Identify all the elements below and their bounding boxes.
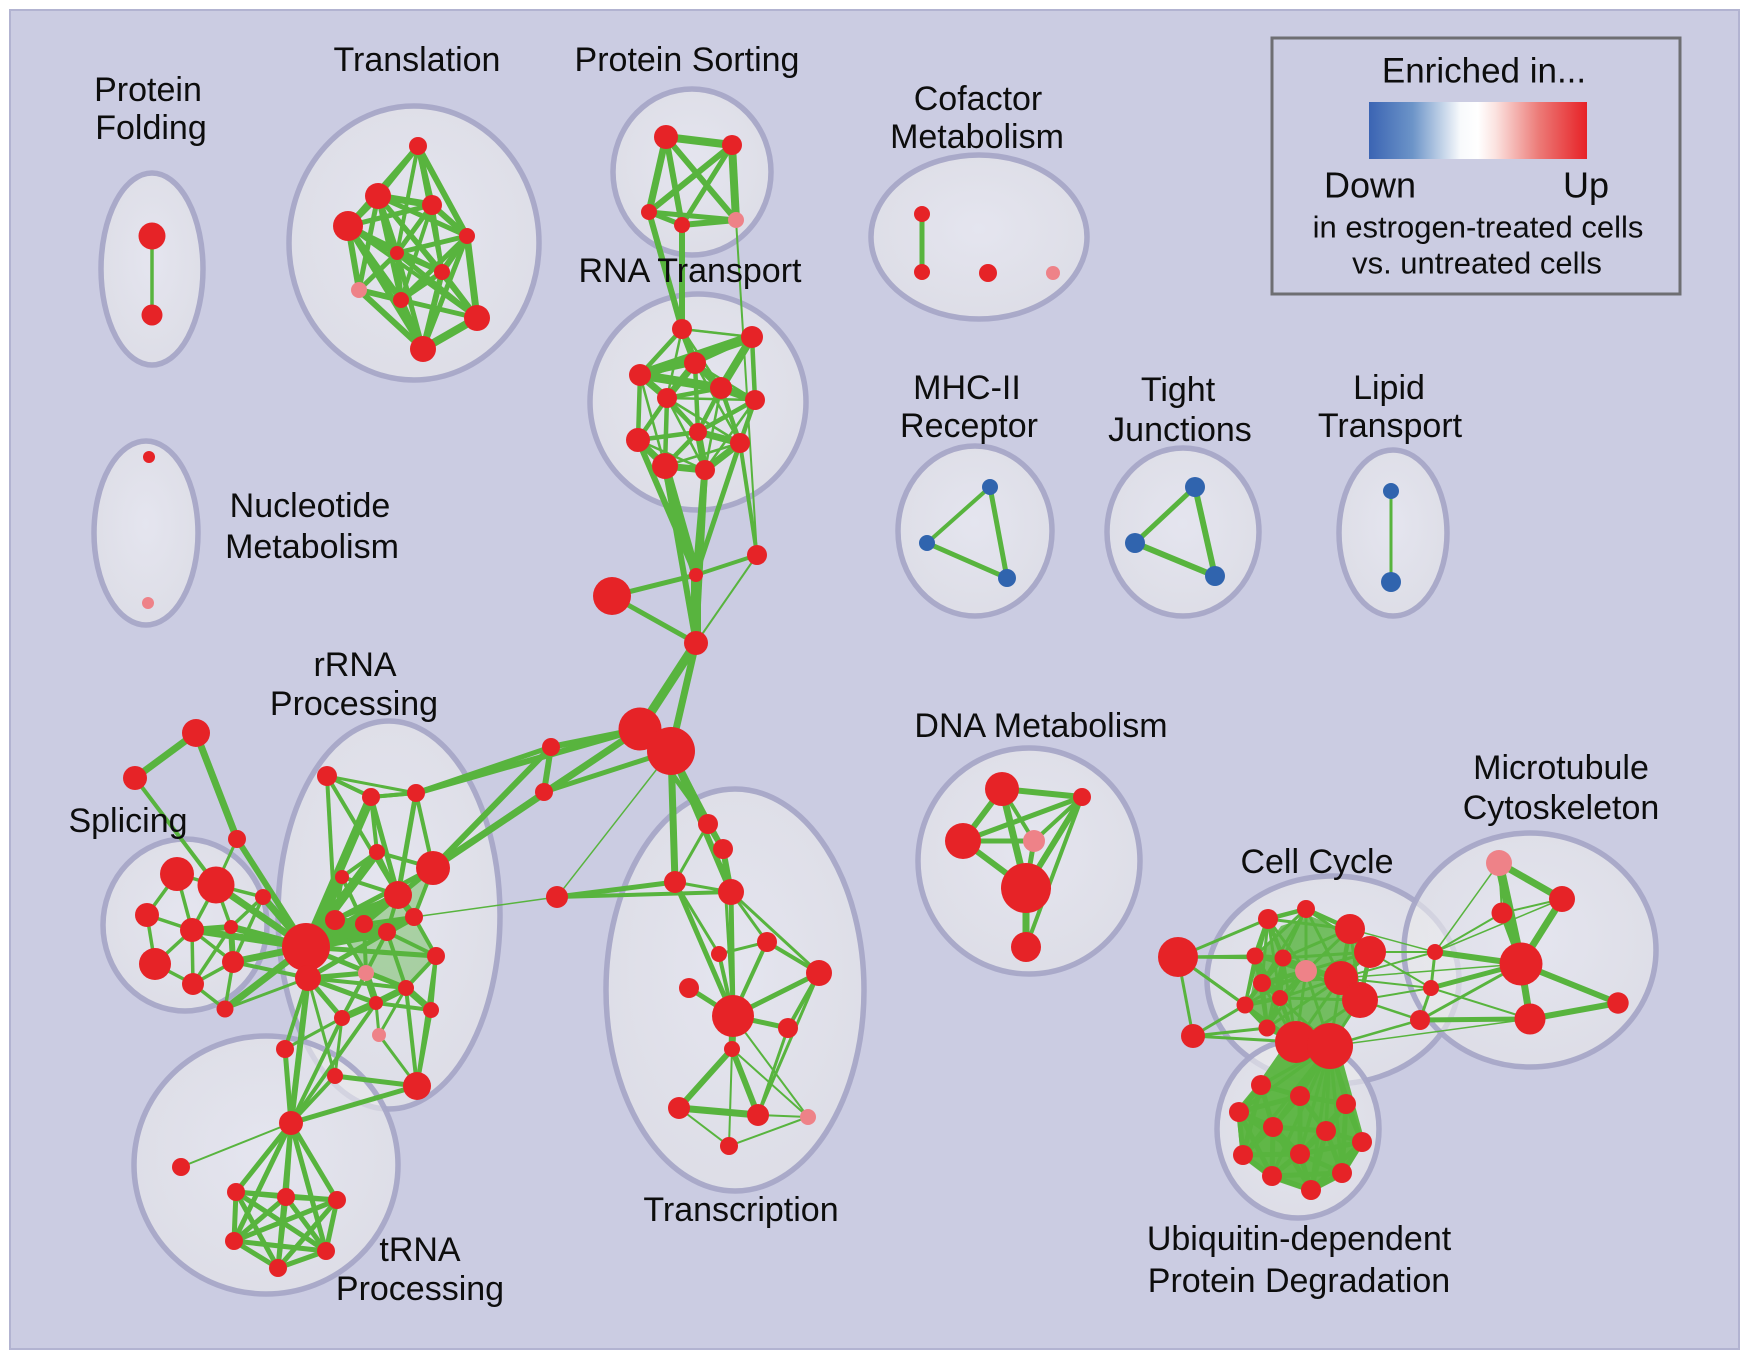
svg-text:Processing: Processing [270,685,438,723]
svg-text:rRNA: rRNA [313,646,396,684]
svg-text:Protein Sorting: Protein Sorting [575,41,800,79]
svg-text:Down: Down [1324,165,1416,206]
svg-text:Cofactor: Cofactor [914,80,1043,118]
svg-text:tRNA: tRNA [379,1231,461,1269]
svg-text:Cytoskeleton: Cytoskeleton [1463,789,1660,827]
svg-text:Processing: Processing [336,1270,504,1308]
svg-text:in estrogen-treated cells: in estrogen-treated cells [1313,210,1644,245]
svg-text:Nucleotide: Nucleotide [230,487,391,525]
svg-text:Microtubule: Microtubule [1473,749,1649,787]
svg-text:vs. untreated cells: vs. untreated cells [1352,246,1602,281]
svg-text:Up: Up [1563,165,1609,206]
svg-text:Transcription: Transcription [643,1191,838,1229]
svg-text:Transport: Transport [1318,407,1463,445]
svg-text:Cell Cycle: Cell Cycle [1240,843,1393,881]
svg-text:Folding: Folding [95,109,207,147]
svg-text:Translation: Translation [334,41,501,79]
svg-text:Tight: Tight [1141,371,1216,409]
svg-text:MHC-II: MHC-II [913,369,1021,407]
svg-text:Metabolism: Metabolism [225,528,399,566]
svg-text:Protein Degradation: Protein Degradation [1148,1262,1450,1300]
svg-text:Metabolism: Metabolism [890,118,1064,156]
svg-text:Protein: Protein [94,71,202,109]
svg-text:DNA Metabolism: DNA Metabolism [914,707,1167,745]
svg-text:Lipid: Lipid [1353,369,1425,407]
svg-text:Receptor: Receptor [900,407,1038,445]
svg-text:Enriched in...: Enriched in... [1382,52,1586,91]
svg-text:RNA Transport: RNA Transport [579,252,803,290]
svg-text:Ubiquitin-dependent: Ubiquitin-dependent [1147,1220,1452,1258]
svg-text:Splicing: Splicing [68,802,187,840]
svg-text:Junctions: Junctions [1108,411,1252,449]
